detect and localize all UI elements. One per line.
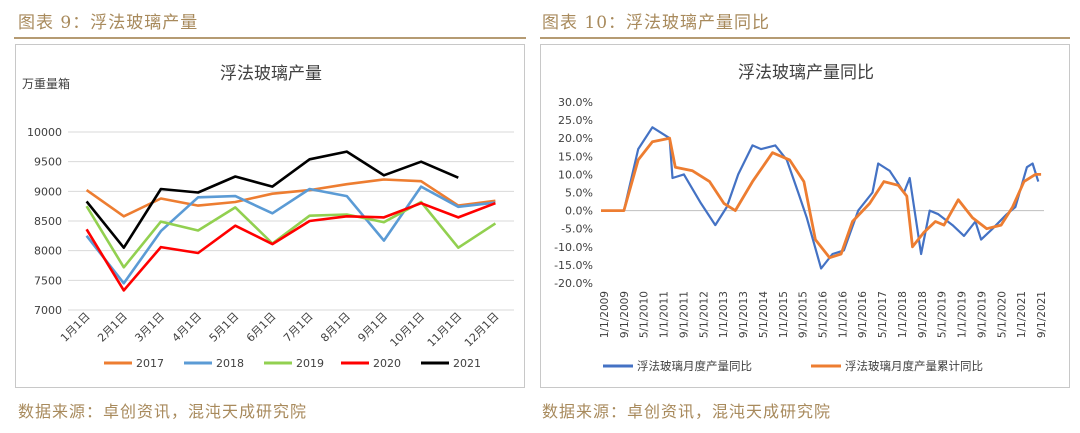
x-tick-label: 8月1日: [318, 310, 353, 345]
y-tick-label: 30.0%: [558, 96, 593, 109]
y-tick-label: 25.0%: [558, 114, 593, 127]
x-tick-label: 5/1/2017: [877, 291, 889, 338]
y-tick-label: 10000: [27, 126, 62, 139]
x-tick-label: 9/1/2009: [619, 291, 631, 338]
x-tick-label: 10月1日: [388, 310, 428, 350]
x-tick-label: 12月1日: [462, 310, 502, 350]
x-tick-label: 9/1/2013: [738, 291, 750, 338]
y-tick-label: 5.0%: [565, 187, 593, 200]
legend-label: 2020: [373, 357, 401, 370]
y-tick-label: -5.0%: [561, 223, 593, 236]
x-tick-label: 1/1/2019: [957, 291, 969, 338]
x-tick-label: 9/1/2015: [798, 291, 810, 338]
x-tick-label: 9/1/2019: [976, 291, 988, 338]
legend-label: 2021: [453, 357, 481, 370]
x-tick-label: 5/1/2014: [758, 291, 770, 338]
right-title-rule: [540, 37, 1070, 39]
y-tick-label: 9500: [34, 156, 62, 169]
chart-title: 浮法玻璃产量: [220, 64, 322, 84]
y-tick-label: 7500: [34, 274, 62, 287]
x-tick-label: 5/1/2010: [639, 291, 651, 338]
x-tick-label: 9/1/2018: [917, 291, 929, 338]
legend-label: 2019: [296, 357, 324, 370]
x-tick-label: 5月1日: [207, 310, 242, 345]
left-source-note: 数据来源：卓创资讯，混沌天成研究院: [18, 402, 308, 421]
legend-label: 2018: [216, 357, 244, 370]
x-tick-label: 9/1/2011: [678, 291, 690, 338]
x-tick-label: 5/1/2016: [818, 291, 830, 338]
legend-label: 浮法玻璃月度产量累计同比: [845, 359, 983, 373]
y-tick-label: 8500: [34, 215, 62, 228]
x-tick-label: 11月1日: [425, 310, 465, 350]
x-tick-label: 4月1日: [170, 310, 205, 345]
left-figure-title: 图表 9：浮法玻璃产量: [18, 13, 199, 33]
x-tick-label: 1/1/2009: [599, 291, 611, 338]
legend-label: 浮法玻璃月度产量同比: [637, 359, 752, 373]
y-tick-label: 20.0%: [558, 132, 593, 145]
series-line-2019: [85, 200, 497, 269]
x-tick-label: 1/1/2011: [659, 291, 671, 338]
x-tick-label: 2月1日: [95, 310, 130, 345]
y-tick-label: -20.0%: [554, 277, 593, 290]
x-tick-label: 1/1/2015: [778, 291, 790, 338]
series-line-monthly-yoy: [601, 126, 1040, 270]
x-tick-label: 1月1日: [58, 310, 93, 345]
right-figure-title: 图表 10：浮法玻璃产量同比: [542, 13, 771, 33]
left-title-rule: [14, 37, 526, 39]
series-line-2017: [85, 178, 496, 218]
x-tick-label: 6月1日: [244, 310, 279, 345]
chart-title: 浮法玻璃产量同比: [738, 63, 874, 83]
yoy-line-chart: 浮法玻璃产量同比 30.0% 25.0% 20.0% 15.0% 10.0% 5.0% 0.0…: [554, 63, 1048, 373]
y-tick-label: 10.0%: [558, 168, 593, 181]
x-tick-label: 5/1/2020: [996, 291, 1008, 338]
series-line-2021: [85, 150, 459, 249]
x-tick-label: 3月1日: [132, 310, 167, 345]
series-line-2018: [85, 185, 496, 285]
x-tick-label: 1/1/2018: [897, 291, 909, 338]
x-tick-label: 1/1/2016: [837, 291, 849, 338]
y-tick-label: 8000: [34, 245, 62, 258]
legend-label: 2017: [136, 357, 164, 370]
x-tick-label: 9/1/2021: [1036, 291, 1048, 338]
left-chart-panel: 浮法玻璃产量万重量箱 7000 7500 8000 8500 9000 9500 10000 1…: [15, 44, 525, 388]
y-tick-label: 0.0%: [565, 205, 593, 218]
x-tick-label: 5/1/2012: [698, 291, 710, 338]
x-tick-label: 5/1/2019: [937, 291, 949, 338]
x-tick-label: 7月1日: [281, 310, 316, 345]
x-tick-label: 9/1/2016: [857, 291, 869, 338]
right-chart-panel: 浮法玻璃产量同比 30.0% 25.0% 20.0% 15.0% 10.0% 5.0% 0.0…: [540, 44, 1070, 388]
x-tick-label: 1/1/2013: [718, 291, 730, 338]
y-tick-label: 7000: [34, 304, 62, 317]
y-tick-label: 9000: [34, 185, 62, 198]
y-tick-label: 15.0%: [558, 150, 593, 163]
x-tick-label: 1/1/2021: [1016, 291, 1028, 338]
series-line-2020: [85, 201, 496, 292]
y-unit-label: 万重量箱: [22, 76, 70, 91]
y-tick-label: -15.0%: [554, 259, 593, 272]
y-tick-label: -10.0%: [554, 241, 593, 254]
x-tick-label: 9月1日: [355, 310, 390, 345]
right-source-note: 数据来源：卓创资讯，混沌天成研究院: [542, 402, 832, 421]
series-line-cumulative-yoy: [601, 136, 1042, 260]
